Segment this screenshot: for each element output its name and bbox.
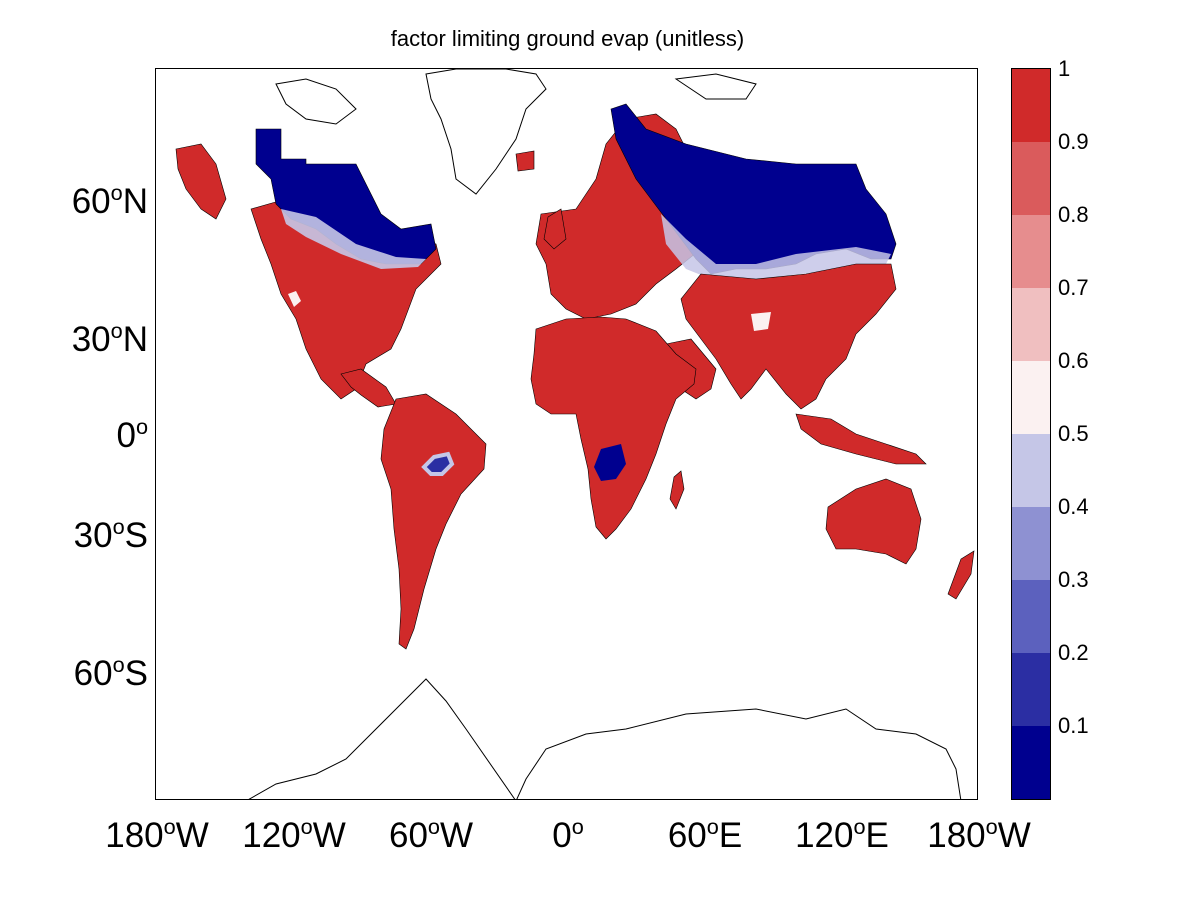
coastline-arctic-islands bbox=[275, 73, 757, 125]
map-title: factor limiting ground evap (unitless) bbox=[390, 26, 745, 51]
map-field-svg bbox=[175, 69, 975, 799]
latitude-label-30s: 30oS bbox=[73, 513, 148, 555]
colorbar-segment bbox=[1012, 142, 1050, 215]
latitude-label-60s: 60oS bbox=[73, 651, 148, 693]
colorbar-segment bbox=[1012, 507, 1050, 580]
latitude-label-0: 0o bbox=[116, 413, 148, 455]
colorbar-segment bbox=[1012, 69, 1050, 142]
longitude-label-60e: 60oE bbox=[667, 813, 743, 855]
colorbar-segment bbox=[1012, 434, 1050, 507]
land-iceland bbox=[515, 150, 535, 172]
colorbar-tick-label: 0.6 bbox=[1058, 348, 1089, 373]
land-indonesia bbox=[795, 413, 927, 465]
longitude-label-180w-right: 180oW bbox=[927, 813, 1031, 855]
colorbar-segment bbox=[1012, 361, 1050, 434]
boreal-eurasia-transition bbox=[661, 214, 891, 281]
latitude-label-60n: 60oN bbox=[71, 179, 148, 221]
colorbar-segment bbox=[1012, 215, 1050, 288]
colorbar-tick-label: 0.8 bbox=[1058, 202, 1089, 227]
madagascar bbox=[669, 470, 685, 510]
dry-highlands-north-america bbox=[288, 291, 301, 307]
colorbar-tick-label: 0.5 bbox=[1058, 421, 1089, 446]
colorbar-tick-label: 0.2 bbox=[1058, 640, 1089, 665]
wetland-south-america-halo bbox=[421, 451, 455, 476]
boreal-canada-transition bbox=[281, 209, 426, 269]
colorbar-tick-label: 0.4 bbox=[1058, 494, 1089, 519]
land-british-isles bbox=[543, 208, 567, 250]
wetland-okavango bbox=[594, 444, 626, 481]
land-asia bbox=[680, 263, 897, 410]
longitude-label-60w: 60oW bbox=[388, 813, 474, 855]
map-plot-area bbox=[155, 68, 978, 800]
land-south-america bbox=[380, 393, 487, 650]
colorbar-tick-label: 0.7 bbox=[1058, 275, 1089, 300]
dry-highlands-tibet bbox=[751, 312, 771, 331]
latitude-label-30n: 30oN bbox=[71, 317, 148, 359]
longitude-label-120w: 120oW bbox=[242, 813, 346, 855]
land-alaska bbox=[175, 143, 227, 220]
coastline-antarctica bbox=[248, 678, 962, 799]
colorbar-segment bbox=[1012, 288, 1050, 361]
colorbar-tick-label: 0.1 bbox=[1058, 713, 1089, 738]
colorbar bbox=[1011, 68, 1051, 800]
land-australia bbox=[825, 478, 922, 565]
colorbar-segment bbox=[1012, 726, 1050, 799]
land-africa bbox=[530, 316, 697, 540]
longitude-label-180w-left: 180oW bbox=[105, 813, 209, 855]
longitude-label-0: 0o bbox=[552, 813, 584, 855]
new-zealand bbox=[947, 550, 975, 600]
colorbar-segment bbox=[1012, 653, 1050, 726]
coastline-greenland bbox=[425, 69, 547, 195]
longitude-label-120e: 120oE bbox=[795, 813, 889, 855]
colorbar-tick-label: 0.9 bbox=[1058, 129, 1089, 154]
colorbar-tick-label: 0.3 bbox=[1058, 567, 1089, 592]
land-central-america bbox=[340, 368, 397, 408]
colorbar-segment bbox=[1012, 580, 1050, 653]
colorbar-tick-label: 1 bbox=[1058, 56, 1071, 81]
